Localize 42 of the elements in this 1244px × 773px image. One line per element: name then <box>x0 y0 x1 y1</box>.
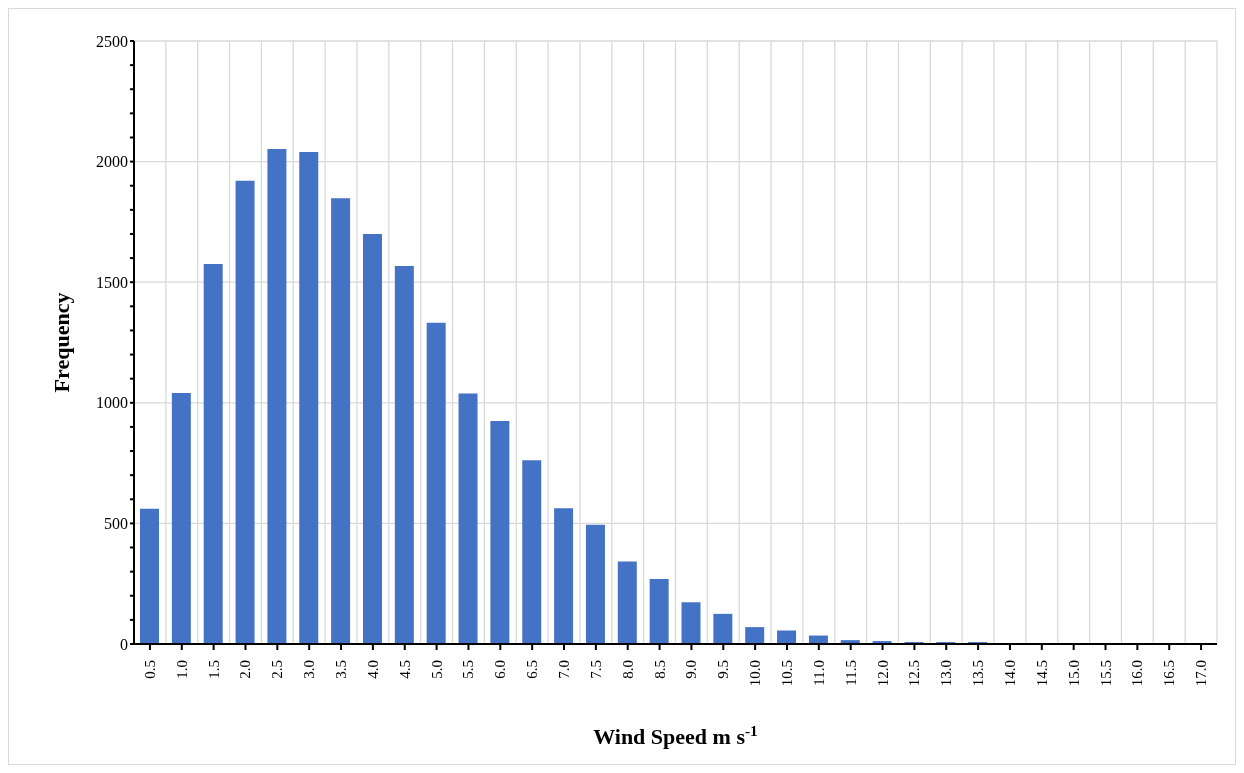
x-tick-label: 8.0 <box>619 660 636 679</box>
x-tick-label: 15.0 <box>1065 660 1082 687</box>
x-tick-label: 9.0 <box>683 660 700 679</box>
x-tick-label: 14.0 <box>1001 660 1018 687</box>
x-tick-label: 3.5 <box>333 660 350 679</box>
x-tick-label: 10.0 <box>747 660 764 687</box>
y-axis-title: Frequency <box>48 292 74 393</box>
x-tick-label: 4.5 <box>396 660 413 679</box>
x-tick-label: 16.5 <box>1161 660 1178 687</box>
x-tick-label: 10.5 <box>778 660 795 687</box>
x-tick-label: 6.0 <box>492 660 509 679</box>
x-tick-label: 6.5 <box>524 660 541 679</box>
x-tick-label: 2.5 <box>269 660 286 679</box>
x-tick-label: 3.0 <box>301 660 318 679</box>
x-tick-label: 13.0 <box>938 660 955 687</box>
x-tick-label: 13.5 <box>970 660 987 687</box>
x-tick-label: 7.5 <box>587 660 604 679</box>
x-tick-label: 2.0 <box>237 660 254 679</box>
x-tick-label: 1.0 <box>173 660 190 679</box>
y-tick-label: 2000 <box>96 153 128 171</box>
x-tick-label: 16.0 <box>1129 660 1146 687</box>
x-tick-label: 0.5 <box>141 660 158 679</box>
x-tick-label: 11.5 <box>842 660 859 686</box>
x-axis-title: Wind Speed m s$^{-1}$ <box>593 721 758 749</box>
y-tick-label: 1500 <box>96 273 128 291</box>
x-tick-label: 14.5 <box>1033 660 1050 687</box>
x-tick-label: 5.5 <box>460 660 477 679</box>
x-tick-label: 9.5 <box>715 660 732 679</box>
x-tick-label: 17.0 <box>1193 660 1210 687</box>
x-tick-label: 12.5 <box>906 660 923 687</box>
x-tick-label: 12.0 <box>874 660 891 687</box>
y-tick-label: 1000 <box>96 394 128 412</box>
x-tick-label: 8.5 <box>651 660 668 679</box>
x-tick-label: 15.5 <box>1097 660 1114 687</box>
y-tick-label: 500 <box>104 515 128 533</box>
x-tick-label: 7.0 <box>556 660 573 679</box>
y-tick-label: 2500 <box>96 32 128 50</box>
y-tick-label: 0 <box>120 635 128 653</box>
x-tick-label: 5.0 <box>428 660 445 679</box>
x-tick-label: 4.0 <box>364 660 381 679</box>
x-tick-label: 11.0 <box>810 660 827 686</box>
x-tick-label: 1.5 <box>205 660 222 679</box>
